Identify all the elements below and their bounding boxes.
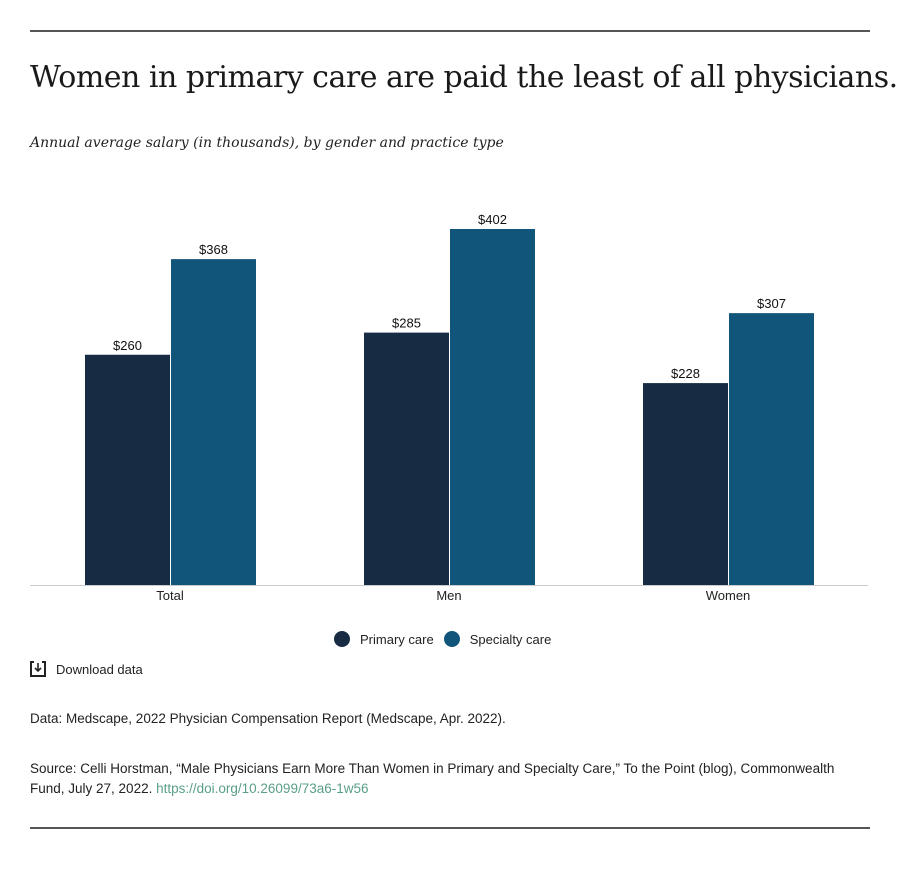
data-label: $285 [392,316,421,331]
data-label: $402 [478,212,507,227]
download-data-button[interactable]: Download data [30,661,143,677]
data-label: $260 [113,338,142,353]
legend-label-primary: Primary care [360,631,434,647]
data-label: $228 [671,366,700,381]
bar-women-primary [643,383,728,585]
source-link[interactable]: https://doi.org/10.26099/73a6-1w56 [156,781,369,796]
bottom-rule [30,827,870,829]
x-tick-label: Total [156,588,184,603]
source-note: Source: Celli Horstman, “Male Physicians… [30,759,860,799]
chart-title: Women in primary care are paid the least… [30,60,898,95]
legend-swatch-primary [334,631,350,647]
bar-men-primary [364,332,449,585]
bar-chart: $260 $368 Total $285 $402 Men $228 $307 Women [30,212,868,603]
download-label: Download data [56,661,143,677]
data-note: Data: Medscape, 2022 Physician Compensat… [30,711,506,726]
bar-total-specialty [171,259,256,585]
top-rule [30,30,870,32]
data-label: $368 [199,242,228,257]
data-label: $307 [757,296,786,311]
x-tick-label: Women [706,588,751,603]
bar-total-primary [85,354,170,585]
source-text: Source: Celli Horstman, “Male Physicians… [30,761,835,796]
bar-women-specialty [729,313,814,585]
legend: Primary care Specialty care [334,631,551,647]
bar-men-specialty [450,229,535,585]
legend-label-specialty: Specialty care [469,631,552,647]
download-icon [30,661,46,677]
x-tick-label: Men [436,588,461,603]
legend-swatch-specialty [443,631,460,647]
chart-subtitle: Annual average salary (in thousands), by… [30,135,504,151]
